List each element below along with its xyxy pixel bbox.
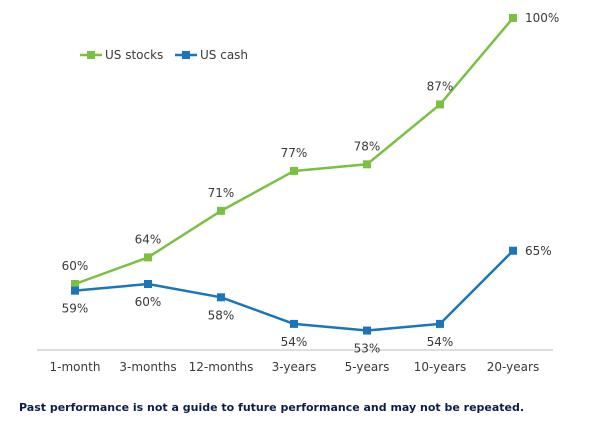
us-stocks-data-label: 87%	[427, 79, 454, 93]
us-stocks-point	[144, 253, 152, 262]
x-tick-label: 3-months	[119, 360, 176, 374]
us-stocks-point	[436, 100, 444, 109]
x-tick-label: 10-years	[414, 360, 466, 374]
us-cash-data-label: 53%	[354, 342, 381, 356]
line-chart: 1-month 3-months 12-months 3-years 5-years 10…	[37, 11, 559, 374]
x-tick-label: 3-years	[272, 360, 317, 374]
x-tick-label: 20-years	[487, 360, 539, 374]
us-cash-point	[509, 246, 517, 255]
us-cash-data-label: 65%	[525, 244, 552, 258]
us-stocks-data-label: 64%	[135, 232, 162, 246]
us-cash-data-label: 54%	[281, 335, 308, 349]
us-stocks-point	[71, 280, 79, 288]
us-cash-line	[74, 249, 514, 332]
us-cash-point	[71, 286, 79, 295]
us-cash-data-label: 59%	[62, 302, 89, 316]
us-stocks-point	[509, 14, 517, 22]
us-stocks-data-label: 77%	[281, 146, 308, 160]
us-cash-data-label: 58%	[208, 308, 235, 322]
x-tick-label: 12-months	[189, 360, 254, 374]
us-stocks-legend-marker	[87, 51, 95, 59]
us-cash-legend-label: US cash	[200, 48, 248, 62]
us-stocks-data-label: 71%	[208, 186, 235, 200]
us-cash-point	[436, 319, 444, 328]
us-cash-point	[217, 293, 225, 302]
us-cash-point	[363, 326, 371, 335]
us-cash-data-label: 54%	[427, 335, 454, 349]
us-stocks-data-label: 78%	[354, 139, 381, 153]
us-stocks-point	[363, 160, 371, 169]
us-cash-point	[290, 319, 298, 328]
us-stocks-data-label: 100%	[525, 11, 559, 25]
footnote: Past performance is not a guide to futur…	[19, 401, 525, 414]
us-stocks-point	[290, 166, 298, 175]
us-cash-data-label: 60%	[135, 295, 162, 309]
x-tick-label: 5-years	[345, 360, 390, 374]
us-stocks-point	[217, 206, 225, 215]
us-stocks-data-label: 60%	[62, 259, 89, 273]
x-tick-label: 1-month	[50, 360, 101, 374]
us-cash-point	[144, 280, 152, 288]
us-cash-legend-marker	[182, 51, 190, 59]
us-stocks-legend-label: US stocks	[105, 48, 163, 62]
